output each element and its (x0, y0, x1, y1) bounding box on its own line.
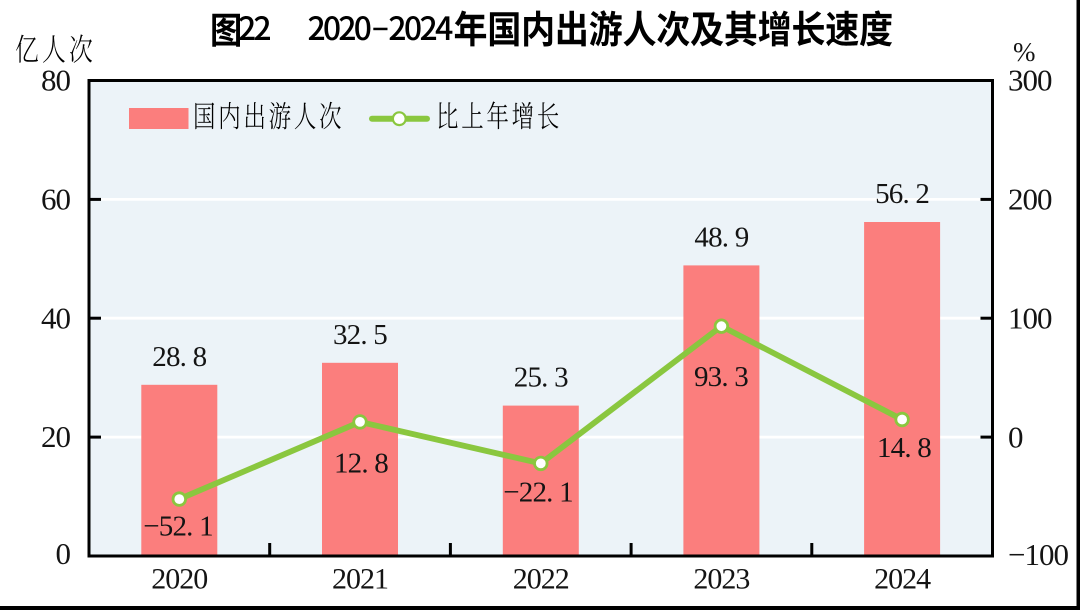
svg-text:40: 40 (41, 300, 71, 335)
svg-text:48. 9: 48. 9 (694, 221, 748, 253)
svg-text:60: 60 (41, 181, 71, 216)
svg-text:32. 5: 32. 5 (333, 319, 387, 351)
svg-text:2022: 2022 (513, 563, 569, 596)
svg-text:56. 2: 56. 2 (875, 178, 929, 210)
svg-text:−52. 1: −52. 1 (143, 511, 213, 543)
svg-text:200: 200 (1008, 181, 1052, 216)
svg-text:93. 3: 93. 3 (694, 361, 748, 393)
svg-text:2021: 2021 (332, 563, 388, 596)
svg-text:2023: 2023 (693, 563, 749, 596)
svg-text:−100: −100 (1008, 537, 1068, 572)
svg-text:0: 0 (1008, 419, 1023, 454)
svg-text:12. 8: 12. 8 (334, 447, 388, 479)
svg-text:14. 8: 14. 8 (877, 432, 931, 464)
svg-text:%: % (1013, 37, 1036, 67)
svg-text:−22. 1: −22. 1 (503, 477, 573, 509)
svg-text:28. 8: 28. 8 (152, 341, 206, 373)
svg-text:2020: 2020 (151, 563, 207, 596)
svg-text:2024: 2024 (874, 563, 931, 596)
svg-text:80: 80 (41, 63, 71, 98)
svg-text:100: 100 (1008, 300, 1052, 335)
svg-text:0: 0 (56, 536, 71, 571)
svg-text:25. 3: 25. 3 (514, 362, 568, 394)
svg-text:20: 20 (41, 419, 71, 454)
svg-text:300: 300 (1008, 63, 1052, 98)
